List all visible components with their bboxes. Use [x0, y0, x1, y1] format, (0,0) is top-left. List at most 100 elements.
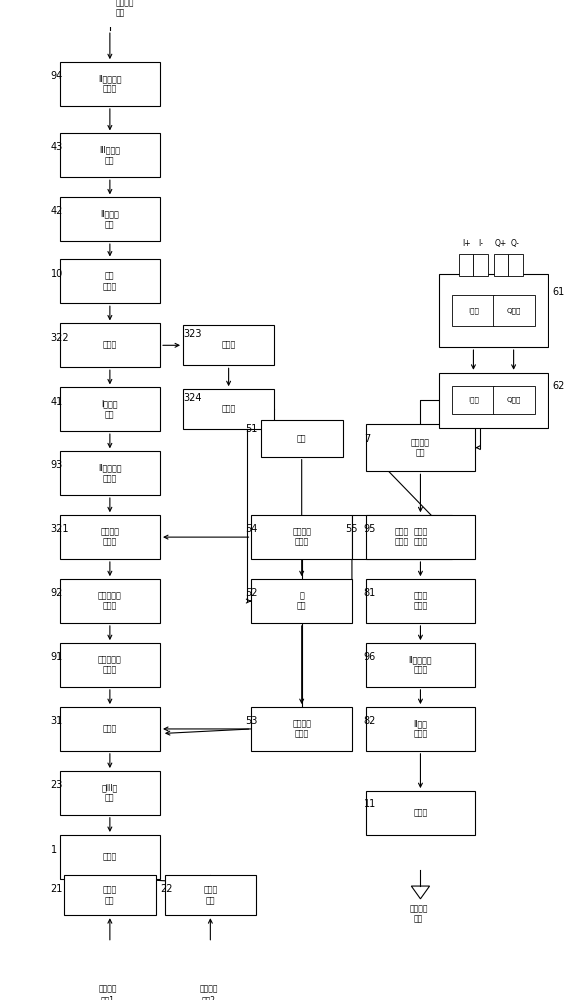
Text: 第二低
噪放: 第二低 噪放: [203, 885, 217, 905]
Text: 22: 22: [160, 884, 173, 894]
Bar: [60, 62, 160, 106]
Text: 一射频
滤波器: 一射频 滤波器: [413, 527, 428, 547]
Text: II调频滤波
放大器: II调频滤波 放大器: [98, 74, 121, 94]
Text: 一射频
发大器: 一射频 发大器: [413, 591, 428, 611]
Text: II滤波放
大器: II滤波放 大器: [101, 210, 119, 229]
Text: 322: 322: [51, 333, 69, 343]
Bar: [453, 386, 494, 414]
Text: 96: 96: [364, 652, 376, 662]
Bar: [60, 197, 160, 241]
Text: 10: 10: [51, 269, 63, 279]
Text: II调频滤波
放大器: II调频滤波 放大器: [98, 463, 121, 483]
Text: 晶振: 晶振: [297, 434, 306, 443]
Bar: [439, 373, 548, 428]
Text: 61: 61: [552, 287, 564, 297]
Text: 变频增益
控制器: 变频增益 控制器: [101, 527, 119, 547]
Text: 第一低
噪放: 第一低 噪放: [103, 885, 117, 905]
Text: 鉴频器: 鉴频器: [221, 341, 236, 350]
Bar: [365, 515, 475, 559]
Bar: [60, 835, 160, 879]
Bar: [352, 515, 453, 559]
Bar: [60, 707, 160, 751]
Bar: [60, 579, 160, 623]
Text: 接收射频
信号1: 接收射频 信号1: [99, 985, 117, 1000]
Bar: [252, 579, 352, 623]
Text: 82: 82: [364, 716, 376, 726]
Bar: [459, 254, 474, 276]
Text: 81: 81: [364, 588, 376, 598]
Text: II射频滤波
放大器: II射频滤波 放大器: [408, 655, 432, 675]
Text: 53: 53: [245, 716, 257, 726]
Bar: [252, 707, 352, 751]
Text: III滤波放
大器: III滤波放 大器: [99, 146, 120, 165]
Text: I+: I+: [462, 239, 471, 248]
Text: 一中频滤波
放大器: 一中频滤波 放大器: [98, 591, 122, 611]
Text: 混合器: 混合器: [103, 341, 117, 350]
Bar: [60, 387, 160, 431]
Text: 323: 323: [183, 329, 202, 339]
Bar: [64, 875, 156, 915]
Bar: [493, 295, 535, 326]
Bar: [365, 643, 475, 687]
Bar: [60, 771, 160, 815]
Text: 混频器: 混频器: [103, 724, 117, 733]
Text: 第III级
滤波: 第III级 滤波: [102, 783, 118, 803]
Bar: [453, 295, 494, 326]
Text: 42: 42: [51, 206, 63, 216]
Text: 功
放器: 功 放器: [297, 591, 306, 611]
Bar: [183, 325, 274, 365]
Bar: [183, 389, 274, 429]
Bar: [60, 515, 160, 559]
Text: 51: 51: [245, 424, 257, 434]
Text: 55: 55: [346, 524, 358, 534]
Text: 接收射频
信号2: 接收射频 信号2: [199, 985, 218, 1000]
Text: 92: 92: [51, 588, 63, 598]
Bar: [252, 515, 352, 559]
Bar: [60, 133, 160, 177]
Text: 93: 93: [51, 460, 63, 470]
Text: 43: 43: [51, 142, 63, 152]
Text: 发射射频
信号: 发射射频 信号: [410, 904, 428, 924]
Bar: [365, 579, 475, 623]
Text: 324: 324: [183, 393, 202, 403]
Bar: [493, 254, 508, 276]
Bar: [508, 254, 523, 276]
Bar: [164, 875, 256, 915]
Text: 21: 21: [51, 884, 63, 894]
Bar: [365, 791, 475, 835]
Bar: [60, 643, 160, 687]
Text: 62: 62: [552, 381, 564, 391]
Text: 94: 94: [51, 71, 63, 81]
Text: 54: 54: [245, 524, 257, 534]
Text: 321: 321: [51, 524, 69, 534]
Bar: [365, 424, 475, 471]
Text: I接口: I接口: [468, 307, 479, 314]
Text: 合路器: 合路器: [103, 852, 117, 861]
Text: 隔离器: 隔离器: [413, 808, 428, 817]
Text: 23: 23: [51, 780, 63, 790]
Text: 变频
滤波器: 变频 滤波器: [103, 272, 117, 291]
Text: 41: 41: [51, 397, 63, 407]
Bar: [474, 254, 488, 276]
Text: Q-: Q-: [511, 239, 520, 248]
Text: Q接口: Q接口: [507, 307, 521, 314]
Text: 一中频滤波
放大器: 一中频滤波 放大器: [98, 655, 122, 675]
Text: I-: I-: [478, 239, 483, 248]
Text: 第一本机
振荡器: 第一本机 振荡器: [292, 719, 311, 739]
Text: Q驱动: Q驱动: [507, 397, 521, 403]
Text: 川本机
振荡器: 川本机 振荡器: [395, 527, 409, 547]
Text: 1: 1: [51, 845, 56, 855]
Text: 11: 11: [364, 799, 376, 809]
Text: 第二本机
振荡器: 第二本机 振荡器: [292, 527, 311, 547]
Text: 31: 31: [51, 716, 63, 726]
Text: 95: 95: [364, 524, 376, 534]
Text: I驱动: I驱动: [468, 397, 479, 403]
Text: 接收中频
信号: 接收中频 信号: [116, 0, 134, 18]
Bar: [365, 707, 475, 751]
Text: Q+: Q+: [494, 239, 507, 248]
Bar: [261, 420, 343, 457]
Text: 音频器: 音频器: [221, 405, 236, 414]
Text: 91: 91: [51, 652, 63, 662]
Text: 52: 52: [245, 588, 257, 598]
Bar: [439, 274, 548, 347]
